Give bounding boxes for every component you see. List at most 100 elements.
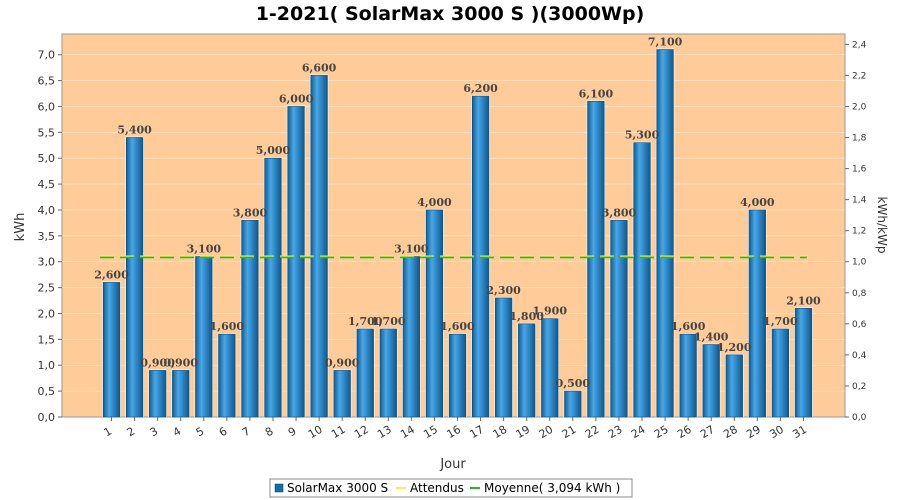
x-tick-label: 21 [560, 423, 579, 441]
bar [725, 354, 743, 418]
data-label: 5,000 [256, 144, 291, 157]
y-tick-label: 6,5 [38, 75, 56, 88]
data-label: 1,700 [348, 315, 383, 328]
y-tick-label: 2,5 [38, 282, 56, 295]
x-tick-label: 16 [444, 423, 463, 441]
y-right-tick-label: 1,0 [852, 258, 867, 268]
y-right-tick-label: 2,4 [852, 40, 867, 50]
y-tick-label: 3,0 [38, 256, 56, 269]
x-tick-label: 24 [629, 423, 648, 441]
x-tick-label: 26 [675, 423, 694, 441]
y-tick-label: 5,0 [38, 152, 56, 165]
legend-swatch-solarmax [274, 483, 284, 493]
x-tick-label: 18 [491, 423, 510, 441]
bar [771, 328, 790, 418]
data-label: 5,300 [625, 129, 660, 142]
x-tick-label: 3 [148, 425, 161, 440]
data-label: 5,400 [117, 124, 152, 137]
x-tick-label: 6 [217, 425, 230, 440]
x-axis-title: Jour [439, 457, 466, 472]
y-tick-label: 4,5 [38, 178, 56, 191]
bar [379, 328, 397, 418]
bar [102, 282, 121, 418]
x-tick-label: 14 [398, 423, 417, 441]
legend-label-moyenne: Moyenne( 3,094 kWh ) [484, 481, 620, 495]
x-tick-label: 7 [240, 425, 253, 440]
legend: SolarMax 3000 S Attendus Moyenne( 3,094 … [269, 478, 633, 498]
x-tick-label: 19 [514, 423, 533, 441]
data-label: 1,700 [371, 315, 406, 328]
bar [748, 209, 766, 418]
data-label: 1,900 [533, 305, 568, 318]
x-tick-label: 22 [583, 423, 602, 441]
data-label: 2,100 [786, 294, 821, 307]
x-tick-label: 9 [286, 425, 299, 440]
bar [218, 333, 236, 418]
x-tick-label: 11 [329, 423, 348, 441]
y-right-tick-label: 0,4 [852, 351, 867, 361]
bar [633, 142, 651, 418]
x-tick-label: 5 [194, 425, 207, 440]
data-label: 6,200 [463, 82, 498, 95]
bar [125, 137, 144, 418]
y-tick-label: 2,0 [38, 307, 56, 320]
data-label: 6,100 [579, 87, 614, 100]
data-label: 0,900 [140, 356, 175, 369]
x-tick-label: 8 [263, 425, 276, 440]
bar [402, 256, 420, 418]
data-label: 1,800 [509, 310, 544, 323]
y-tick-label: 7,0 [38, 49, 56, 62]
legend-box [269, 478, 633, 498]
y-tick-label: 3,5 [38, 230, 56, 243]
x-tick-label: 29 [744, 423, 763, 441]
y-tick-label: 0,5 [38, 385, 56, 398]
data-label: 4,000 [417, 196, 452, 209]
y-axis-right-title: kWh/kWp [875, 197, 889, 254]
bar [656, 49, 674, 418]
bar [518, 323, 536, 418]
y-right-tick-label: 2,0 [852, 102, 867, 112]
legend-label-solarmax: SolarMax 3000 S [287, 481, 388, 495]
data-labels: 2,6005,4000,9000,9003,1001,6003,8005,000… [94, 36, 821, 391]
x-tick-label: 2 [125, 425, 138, 440]
x-tick-label: 28 [721, 423, 740, 441]
y-tick-label: 1,5 [38, 333, 56, 346]
data-label: 1,600 [440, 320, 475, 333]
chart-title: 1-2021( SolarMax 3000 S )(3000Wp) [256, 3, 645, 25]
y-axis-title: kWh [13, 213, 28, 242]
bar [333, 370, 351, 418]
data-label: 0,500 [556, 377, 591, 390]
data-label: 1,200 [717, 341, 752, 354]
bar [702, 344, 720, 418]
bar [448, 333, 467, 418]
y-right-tick-label: 0,2 [852, 382, 866, 392]
data-label: 3,100 [394, 243, 429, 256]
y-tick-label: 6,0 [38, 100, 56, 113]
x-tick-label: 15 [421, 423, 440, 441]
reference-lines [100, 255, 807, 259]
y-right-tick-label: 1,2 [852, 227, 866, 237]
data-label: 1,700 [763, 315, 798, 328]
axes: 0,0 0,5 1,0 1,5 2,0 2,5 3,0 3,5 4,0 4,5 5,0 5,5 6,0 6… [38, 40, 867, 441]
data-label: 0,900 [325, 356, 360, 369]
data-label: 3,800 [602, 206, 637, 219]
bar [195, 256, 213, 418]
y-right-tick-label: 1,8 [852, 134, 867, 144]
x-tick-label: 1 [102, 425, 115, 440]
x-tick-label: 20 [537, 423, 556, 441]
y-right-tick-label: 2,2 [852, 71, 866, 81]
y-right-tick-label: 0,8 [852, 289, 867, 299]
bar [564, 390, 582, 418]
bar [587, 100, 605, 418]
data-label: 1,600 [671, 320, 706, 333]
x-tick-label: 4 [171, 425, 184, 440]
y-right-tick-label: 0,6 [852, 320, 867, 330]
bar [610, 220, 628, 418]
data-label: 6,600 [302, 61, 337, 74]
y-right-tick-label: 1,6 [852, 165, 867, 175]
bar [241, 220, 259, 418]
x-tick-label: 23 [606, 423, 625, 441]
y-tick-label: 1,0 [38, 359, 56, 372]
bar [425, 209, 444, 418]
